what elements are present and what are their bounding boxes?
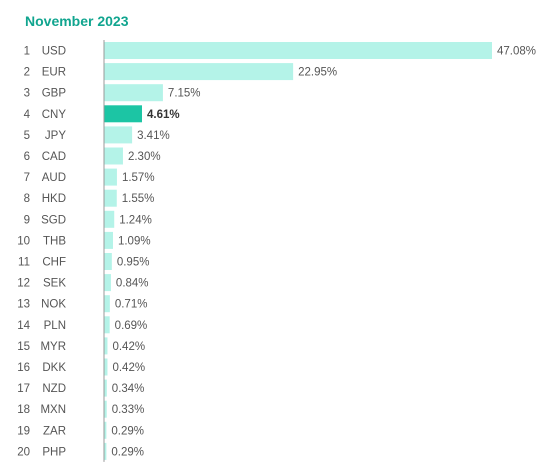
chart-title: November 2023 bbox=[25, 13, 129, 29]
rank-label: 1 bbox=[24, 46, 30, 58]
rank-label: 7 bbox=[24, 172, 30, 184]
value-label: 22.95% bbox=[298, 67, 337, 79]
category-label: NOK bbox=[41, 299, 66, 311]
category-label: USD bbox=[42, 46, 66, 58]
rank-label: 11 bbox=[18, 257, 30, 269]
bar-thb bbox=[104, 231, 113, 249]
rank-label: 15 bbox=[17, 341, 30, 353]
category-label: NZD bbox=[42, 383, 66, 395]
bar-sgd bbox=[104, 210, 115, 228]
rank-label: 4 bbox=[24, 109, 31, 121]
value-label: 0.33% bbox=[112, 404, 145, 416]
value-label: 0.71% bbox=[115, 299, 148, 311]
category-label: PLN bbox=[44, 320, 66, 332]
category-label: EUR bbox=[42, 67, 66, 79]
value-label: 0.29% bbox=[111, 446, 144, 458]
category-label: HKD bbox=[42, 193, 66, 205]
rank-label: 20 bbox=[17, 446, 30, 458]
value-label: 7.15% bbox=[168, 88, 201, 100]
rank-label: 14 bbox=[17, 320, 30, 332]
rank-label: 10 bbox=[17, 235, 30, 247]
rank-label: 8 bbox=[24, 193, 30, 205]
bar-nok bbox=[104, 295, 110, 313]
rank-label: 9 bbox=[24, 214, 30, 226]
rank-label: 5 bbox=[24, 130, 30, 142]
category-label: JPY bbox=[45, 130, 66, 142]
rank-label: 16 bbox=[17, 362, 30, 374]
value-label: 0.42% bbox=[112, 341, 145, 353]
value-label: 0.95% bbox=[117, 257, 150, 269]
value-label: 1.09% bbox=[118, 235, 151, 247]
value-label: 47.08% bbox=[497, 46, 536, 58]
category-label: GBP bbox=[42, 88, 67, 100]
bar-pln bbox=[104, 316, 110, 334]
category-label: CAD bbox=[42, 151, 66, 163]
rank-label: 2 bbox=[24, 67, 30, 79]
value-label: 0.84% bbox=[116, 278, 149, 290]
bar-nzd bbox=[104, 379, 107, 397]
value-label: 0.42% bbox=[112, 362, 145, 374]
rank-label: 13 bbox=[17, 299, 30, 311]
rank-label: 12 bbox=[17, 278, 30, 290]
category-label: CNY bbox=[42, 109, 67, 121]
value-label: 1.57% bbox=[122, 172, 155, 184]
category-label: CHF bbox=[42, 257, 66, 269]
rank-label: 18 bbox=[17, 404, 30, 416]
bar-usd bbox=[104, 42, 492, 59]
rank-label: 19 bbox=[17, 425, 30, 437]
value-label: 1.24% bbox=[119, 214, 152, 226]
category-label: SGD bbox=[41, 214, 66, 226]
category-label: AUD bbox=[42, 172, 66, 184]
rank-label: 17 bbox=[17, 383, 30, 395]
bar-cad bbox=[104, 147, 123, 165]
bar-mxn bbox=[104, 400, 107, 418]
bar-zar bbox=[104, 421, 107, 439]
value-label: 1.55% bbox=[122, 193, 155, 205]
bar-cny bbox=[104, 105, 142, 123]
value-label: 3.41% bbox=[137, 130, 170, 142]
value-label: 0.29% bbox=[111, 425, 144, 437]
labels-layer: 1 USD 47.08% 2 EUR 22.95% 3 GBP 7.15% 4 CNY 4.61% 5 J… bbox=[17, 46, 536, 459]
value-label: 0.69% bbox=[115, 320, 148, 332]
bars-layer bbox=[104, 42, 492, 460]
category-label: PHP bbox=[42, 446, 66, 458]
rank-label: 3 bbox=[24, 88, 30, 100]
bar-sek bbox=[104, 274, 111, 292]
bar-aud bbox=[104, 168, 117, 186]
category-label: SEK bbox=[43, 278, 66, 290]
bar-chf bbox=[104, 253, 112, 270]
bar-hkd bbox=[104, 189, 117, 207]
category-label: MYR bbox=[40, 341, 66, 353]
category-label: MXN bbox=[40, 404, 66, 416]
value-label: 0.34% bbox=[112, 383, 145, 395]
value-label: 4.61% bbox=[147, 109, 180, 121]
bar-jpy bbox=[104, 126, 133, 144]
bar-gbp bbox=[104, 84, 163, 102]
category-label: ZAR bbox=[43, 425, 66, 437]
category-label: DKK bbox=[42, 362, 66, 374]
bar-dkk bbox=[104, 358, 108, 376]
category-label: THB bbox=[43, 235, 66, 247]
value-label: 2.30% bbox=[128, 151, 161, 163]
bar-eur bbox=[104, 63, 294, 81]
bar-php bbox=[104, 442, 107, 460]
rank-label: 6 bbox=[24, 151, 30, 163]
bar-myr bbox=[104, 337, 108, 355]
